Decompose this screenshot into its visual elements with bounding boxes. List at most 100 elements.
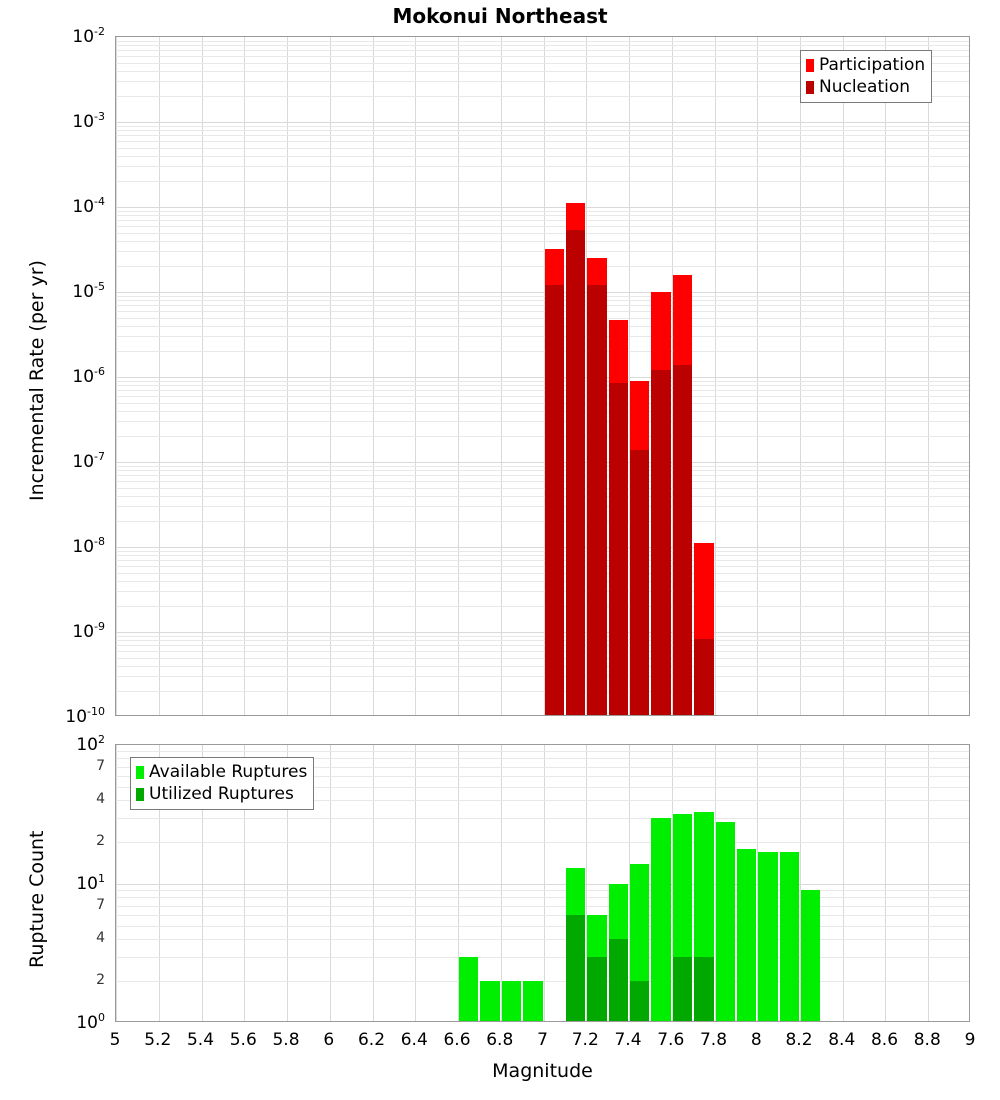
top-y-tick-label: 10-10 (65, 705, 105, 727)
gridline-horizontal (116, 842, 969, 843)
gridline-horizontal (116, 939, 969, 940)
bar-nucleation (630, 449, 650, 715)
gridline-horizontal (116, 403, 969, 404)
gridline-horizontal (116, 521, 969, 522)
gridline-vertical (287, 37, 288, 715)
gridline-vertical (672, 37, 673, 715)
gridline-horizontal (116, 50, 969, 51)
bar-available-ruptures (779, 851, 799, 1021)
bar-utilized-ruptures (694, 956, 714, 1021)
gridline-horizontal (116, 800, 969, 801)
gridline-horizontal (116, 326, 969, 327)
gridline-vertical (800, 745, 801, 1021)
gridline-vertical (501, 37, 502, 715)
gridline-horizontal (116, 71, 969, 72)
gridline-horizontal (116, 481, 969, 482)
gridline-horizontal (116, 421, 969, 422)
gridline-horizontal (116, 547, 969, 548)
x-tick-label: 7.4 (614, 1030, 642, 1050)
x-tick-label: 8.4 (828, 1030, 856, 1050)
gridline-vertical (757, 37, 758, 715)
gridline-vertical (586, 745, 587, 1021)
incremental-rate-plot (115, 36, 970, 716)
legend-label-nucleation: Nucleation (819, 76, 911, 97)
x-tick-label: 5.8 (272, 1030, 300, 1050)
bar-available-ruptures (758, 851, 778, 1021)
x-tick-label: 9 (964, 1030, 976, 1050)
legend-item-available-ruptures[interactable]: Available Ruptures (136, 761, 307, 783)
gridline-horizontal (116, 141, 969, 142)
x-tick-label: 8.8 (913, 1030, 941, 1050)
gridline-horizontal (116, 475, 969, 476)
bottom-y-tick-label: 7 (96, 896, 105, 913)
legend-item-participation[interactable]: Participation (806, 54, 925, 76)
bar-available-ruptures (736, 848, 757, 1021)
gridline-horizontal (116, 818, 969, 819)
gridline-vertical (116, 37, 117, 715)
gridline-horizontal (116, 890, 969, 891)
gridline-horizontal (116, 758, 969, 759)
gridline-vertical (159, 745, 160, 1021)
gridline-horizontal (116, 640, 969, 641)
gridline-horizontal (116, 470, 969, 471)
gridline-horizontal (116, 292, 969, 293)
legend-label-participation: Participation (819, 54, 926, 75)
bar-available-ruptures (801, 890, 821, 1021)
gridline-vertical (544, 745, 545, 1021)
top-y-tick-label: 10-3 (72, 110, 105, 132)
gridline-horizontal (116, 566, 969, 567)
legend-label-available-ruptures: Available Ruptures (149, 761, 308, 782)
gridline-horizontal (116, 318, 969, 319)
gridline-horizontal (116, 981, 969, 982)
gridline-horizontal (116, 506, 969, 507)
utilized-ruptures-swatch-icon (136, 787, 144, 801)
bottom-y-tick-label: 2 (96, 833, 105, 850)
gridline-vertical (928, 37, 929, 715)
gridline-vertical (244, 745, 245, 1021)
gridline-horizontal (116, 45, 969, 46)
gridline-horizontal (116, 496, 969, 497)
gridline-horizontal (116, 241, 969, 242)
gridline-horizontal (116, 390, 969, 391)
legend-item-nucleation[interactable]: Nucleation (806, 76, 925, 98)
gridline-horizontal (116, 581, 969, 582)
gridline-horizontal (116, 884, 969, 885)
bar-utilized-ruptures (608, 939, 628, 1021)
bottom-y-tick-label: 102 (76, 733, 105, 755)
gridline-horizontal (116, 130, 969, 131)
gridline-horizontal (116, 751, 969, 752)
bottom-legend: Available Ruptures Utilized Ruptures (130, 757, 315, 810)
top-y-tick-label: 10-4 (72, 195, 105, 217)
gridline-horizontal (116, 957, 969, 958)
gridline-horizontal (116, 266, 969, 267)
bar-utilized-ruptures (565, 914, 586, 1021)
top-legend: Participation Nucleation (800, 50, 933, 103)
gridline-horizontal (116, 56, 969, 57)
bottom-y-tick-label: 7 (96, 757, 105, 774)
legend-item-utilized-ruptures[interactable]: Utilized Ruptures (136, 783, 307, 805)
gridline-horizontal (116, 336, 969, 337)
gridline-horizontal (116, 96, 969, 97)
gridline-vertical (843, 37, 844, 715)
x-tick-label: 5.2 (144, 1030, 172, 1050)
x-tick-label: 6 (323, 1030, 335, 1050)
gridline-horizontal (116, 606, 969, 607)
x-tick-label: 5.6 (229, 1030, 257, 1050)
bar-available-ruptures (459, 956, 479, 1021)
gridline-vertical (800, 37, 801, 715)
gridline-horizontal (116, 81, 969, 82)
gridline-horizontal (116, 215, 969, 216)
gridline-horizontal (116, 181, 969, 182)
gridline-horizontal (116, 591, 969, 592)
x-tick-label: 8 (750, 1030, 762, 1050)
gridline-horizontal (116, 63, 969, 64)
bottom-y-tick-label: 4 (96, 930, 105, 947)
top-y-tick-label: 10-8 (72, 535, 105, 557)
bar-nucleation (608, 382, 628, 715)
gridline-vertical (629, 37, 630, 715)
rupture-count-plot (115, 744, 970, 1022)
bottom-y-tick-label: 2 (96, 972, 105, 989)
gridline-horizontal (116, 691, 969, 692)
bar-available-ruptures (523, 981, 543, 1021)
gridline-horizontal (116, 226, 969, 227)
